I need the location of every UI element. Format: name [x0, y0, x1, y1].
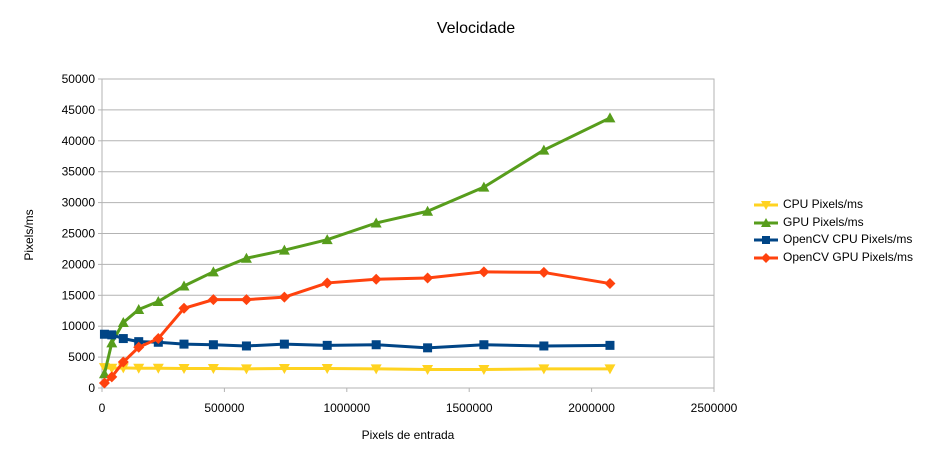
- y-tick-label: 50000: [62, 72, 96, 86]
- data-point: [99, 329, 109, 339]
- data-point: [133, 304, 145, 315]
- data-point: [106, 363, 118, 374]
- data-point: [479, 340, 489, 350]
- data-point: [321, 234, 333, 245]
- x-tick-label: 1500000: [446, 401, 493, 415]
- data-point: [604, 364, 616, 375]
- data-point: [207, 294, 219, 306]
- data-point: [178, 364, 190, 375]
- data-point: [478, 266, 490, 278]
- legend-label: OpenCV CPU Pixels/ms: [783, 232, 913, 246]
- data-point: [538, 364, 550, 375]
- legend: CPU Pixels/ms GPU Pixels/ms OpenCV CPU Pix…: [752, 196, 913, 266]
- x-tick-label: 1000000: [323, 401, 370, 415]
- data-point: [98, 377, 110, 389]
- data-point: [370, 364, 382, 375]
- data-point: [278, 291, 290, 303]
- data-point: [478, 181, 490, 192]
- data-point: [423, 343, 433, 353]
- data-point: [133, 341, 145, 353]
- legend-swatch: [754, 217, 778, 227]
- data-point: [106, 337, 118, 348]
- data-point: [178, 302, 190, 314]
- legend-swatch: [754, 236, 778, 244]
- data-point: [178, 280, 190, 291]
- y-tick-label: 20000: [62, 257, 96, 271]
- series-line: [104, 366, 610, 371]
- x-tick-label: 2500000: [691, 401, 738, 415]
- chart-title: Velocidade: [436, 20, 516, 37]
- y-tick-label: 25000: [62, 227, 96, 241]
- legend-label: CPU Pixels/ms: [783, 197, 864, 211]
- legend-item: OpenCV GPU Pixels/ms: [752, 249, 913, 267]
- data-point: [605, 340, 615, 350]
- series-line: [102, 116, 611, 375]
- data-point: [604, 112, 616, 123]
- data-point: [279, 339, 289, 349]
- data-point: [117, 316, 129, 327]
- data-point: [241, 341, 251, 351]
- legend-item: CPU Pixels/ms: [752, 196, 913, 214]
- data-point: [207, 364, 219, 375]
- data-point: [478, 364, 490, 375]
- data-point: [370, 217, 382, 228]
- y-axis-label: Pixels/ms: [22, 209, 36, 261]
- data-point: [240, 364, 252, 375]
- data-point: [107, 330, 117, 340]
- data-point: [321, 277, 333, 289]
- legend-item: OpenCV CPU Pixels/ms: [752, 231, 913, 249]
- data-point: [152, 295, 164, 306]
- y-tick-label: 10000: [62, 319, 96, 333]
- legend-marker: [762, 236, 770, 244]
- plot-area: [101, 78, 715, 389]
- x-tick-label: 0: [99, 401, 106, 415]
- y-tick-label: 30000: [62, 196, 96, 210]
- data-point: [422, 272, 434, 284]
- data-point: [278, 244, 290, 255]
- legend-marker: [761, 201, 771, 210]
- data-point: [117, 356, 129, 368]
- data-point: [152, 363, 164, 374]
- data-point: [422, 205, 434, 216]
- x-axis-label: Pixels de entrada: [361, 428, 455, 442]
- y-tick-label: 40000: [62, 134, 96, 148]
- data-point: [133, 363, 145, 374]
- data-point: [152, 333, 164, 345]
- legend-label: GPU Pixels/ms: [783, 214, 864, 229]
- data-point: [538, 144, 550, 155]
- legend-marker: [761, 217, 771, 227]
- legend-item: GPU Pixels/ms: [752, 214, 913, 232]
- y-tick-label: 45000: [62, 103, 96, 117]
- legend-marker: [761, 252, 771, 263]
- data-point: [278, 364, 290, 375]
- x-tick-label: 500000: [204, 401, 244, 415]
- data-point: [208, 340, 218, 350]
- data-point: [179, 339, 189, 349]
- data-point: [604, 278, 616, 290]
- y-tick-label: 0: [88, 381, 95, 395]
- data-point: [539, 341, 549, 351]
- x-tick-label: 2000000: [568, 401, 615, 415]
- data-point: [422, 364, 434, 375]
- legend-swatch: [754, 201, 778, 210]
- data-point: [134, 337, 144, 347]
- legend-label: OpenCV GPU Pixels/ms: [783, 249, 914, 264]
- y-tick-label: 35000: [62, 165, 96, 179]
- data-point: [118, 334, 128, 344]
- data-point: [538, 266, 550, 278]
- data-point: [106, 371, 118, 383]
- data-point: [207, 266, 219, 277]
- data-point: [240, 294, 252, 306]
- data-point: [371, 340, 381, 350]
- y-tick-label: 5000: [68, 350, 95, 364]
- data-point: [240, 252, 252, 263]
- data-point: [321, 364, 333, 375]
- y-tick-label: 15000: [62, 288, 96, 302]
- data-point: [322, 340, 332, 350]
- legend-swatch: [754, 252, 778, 263]
- data-point: [98, 368, 110, 379]
- data-point: [370, 273, 382, 285]
